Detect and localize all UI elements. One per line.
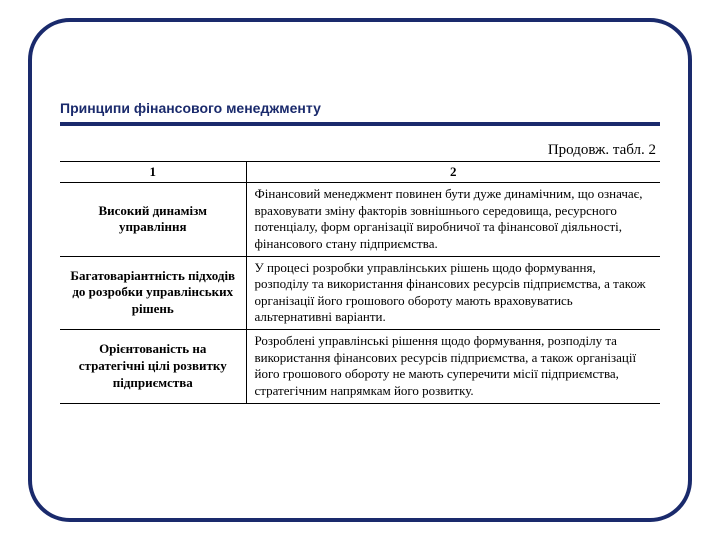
principles-table: 1 2 Високий динамізм управління Фінансов… [60, 161, 660, 404]
header-col-1: 1 [60, 162, 246, 183]
description-cell: Фінансовий менеджмент повинен бути дуже … [246, 183, 660, 257]
principle-cell: Орієнтованість на стратегічні цілі роз­в… [60, 330, 246, 404]
principle-cell: Високий динамізм управління [60, 183, 246, 257]
header-col-2: 2 [246, 162, 660, 183]
table-header-row: 1 2 [60, 162, 660, 183]
table-row: Багатоваріантність підходів до розробки … [60, 256, 660, 330]
table-row: Високий динамізм управління Фінансовий м… [60, 183, 660, 257]
description-cell: У процесі розробки управлінських рішень … [246, 256, 660, 330]
page-title: Принципи фінансового менеджменту [60, 100, 660, 116]
continuation-label: Продовж. табл. 2 [60, 142, 660, 159]
slide-frame: Принципи фінансового менеджменту Продовж… [28, 18, 692, 522]
principle-cell: Багатоваріантність підходів до розробки … [60, 256, 246, 330]
title-underline [60, 122, 660, 126]
description-cell: Розроблені управлінські рішення щодо фор… [246, 330, 660, 404]
table-row: Орієнтованість на стратегічні цілі роз­в… [60, 330, 660, 404]
